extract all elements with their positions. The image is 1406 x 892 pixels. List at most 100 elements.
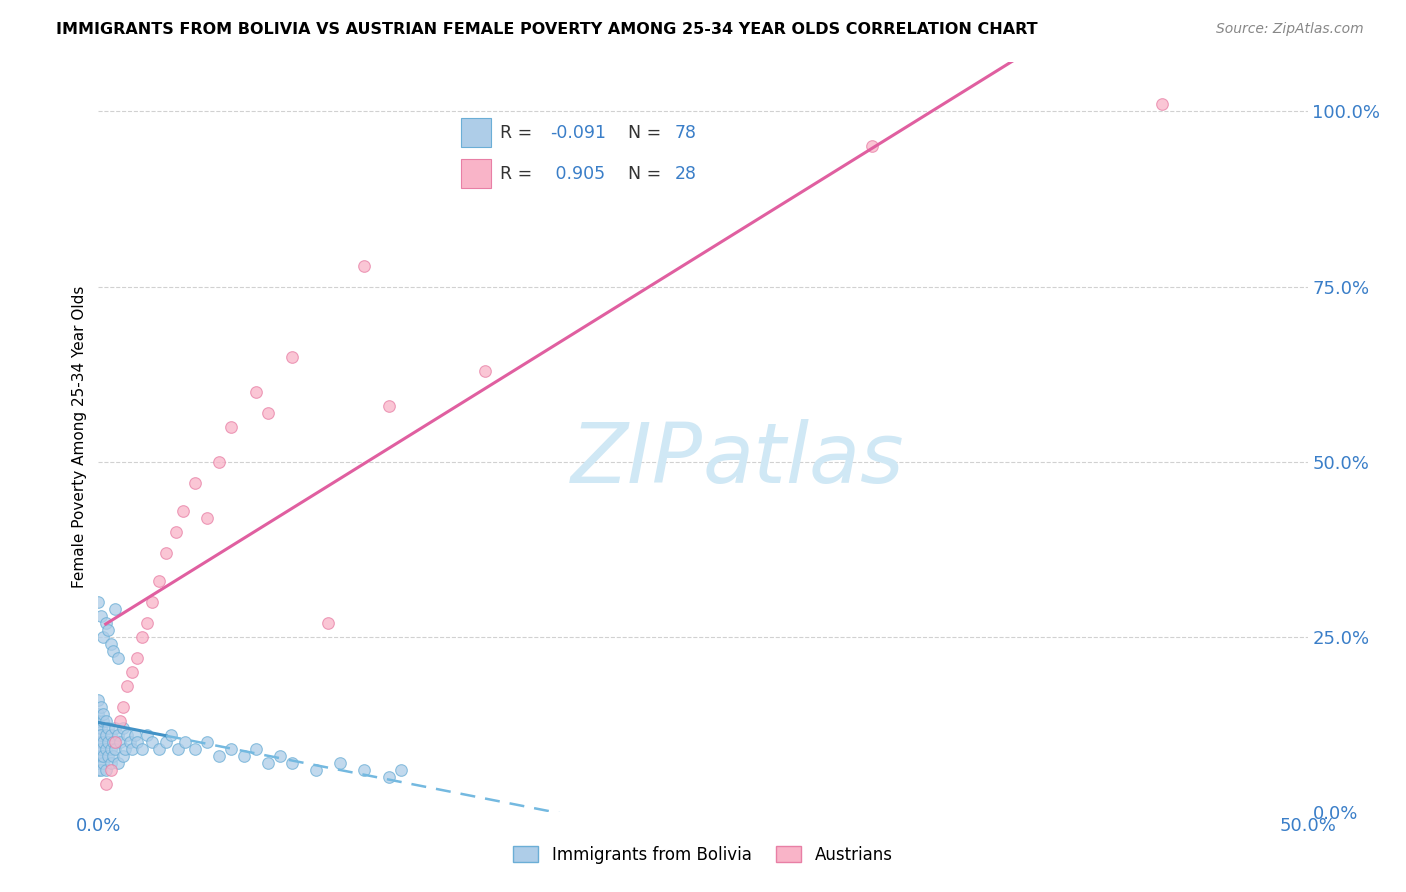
- Text: R =: R =: [499, 124, 537, 142]
- Point: [108, 734, 131, 748]
- Text: -0.091: -0.091: [550, 124, 606, 142]
- Point: [135, 728, 157, 742]
- Point: [208, 748, 231, 763]
- Point: [94, 728, 117, 742]
- Point: [97, 734, 120, 748]
- Point: [87, 741, 110, 756]
- Point: [104, 721, 127, 735]
- Point: [195, 734, 218, 748]
- Point: [90, 734, 112, 748]
- Point: [104, 741, 127, 756]
- Point: [100, 728, 122, 742]
- Point: [90, 748, 112, 763]
- Point: [474, 363, 496, 377]
- Point: [107, 756, 129, 770]
- Point: [94, 777, 117, 791]
- Point: [353, 763, 375, 777]
- Point: [117, 728, 139, 742]
- Point: [232, 748, 254, 763]
- Point: [269, 748, 291, 763]
- Point: [167, 741, 190, 756]
- Point: [111, 721, 134, 735]
- Point: [90, 721, 112, 735]
- Point: [91, 630, 114, 644]
- Point: [111, 748, 134, 763]
- Point: [97, 623, 120, 637]
- Point: [114, 741, 136, 756]
- Point: [353, 259, 375, 273]
- Point: [377, 399, 399, 413]
- Text: N =: N =: [627, 164, 666, 183]
- Point: [91, 734, 114, 748]
- Point: [155, 734, 177, 748]
- Point: [87, 594, 110, 608]
- Text: Source: ZipAtlas.com: Source: ZipAtlas.com: [1216, 22, 1364, 37]
- Bar: [461, 159, 491, 188]
- Text: ZIP: ZIP: [571, 419, 703, 500]
- Point: [281, 350, 304, 364]
- Point: [90, 728, 112, 742]
- Point: [245, 384, 267, 399]
- Point: [141, 594, 163, 608]
- Point: [87, 763, 110, 777]
- Point: [91, 748, 114, 763]
- Point: [174, 734, 197, 748]
- Point: [87, 721, 110, 735]
- Point: [245, 741, 267, 756]
- Point: [97, 721, 120, 735]
- Point: [221, 419, 243, 434]
- Point: [94, 615, 117, 630]
- Point: [111, 699, 134, 714]
- Point: [221, 741, 243, 756]
- Point: [97, 748, 120, 763]
- Point: [87, 748, 110, 763]
- Point: [256, 406, 278, 420]
- Point: [90, 699, 112, 714]
- Text: IMMIGRANTS FROM BOLIVIA VS AUSTRIAN FEMALE POVERTY AMONG 25-34 YEAR OLDS CORRELA: IMMIGRANTS FROM BOLIVIA VS AUSTRIAN FEMA…: [56, 22, 1038, 37]
- Legend: Immigrants from Bolivia, Austrians: Immigrants from Bolivia, Austrians: [506, 839, 900, 871]
- Point: [148, 574, 170, 588]
- Point: [127, 734, 149, 748]
- Point: [100, 637, 122, 651]
- Point: [107, 728, 129, 742]
- Text: R =: R =: [499, 164, 537, 183]
- Point: [90, 741, 112, 756]
- Text: atlas: atlas: [703, 419, 904, 500]
- Point: [87, 756, 110, 770]
- Point: [91, 756, 114, 770]
- Point: [87, 714, 110, 728]
- Point: [124, 728, 146, 742]
- Point: [172, 503, 194, 517]
- Point: [121, 665, 143, 679]
- Point: [91, 706, 114, 721]
- Point: [87, 728, 110, 742]
- Point: [377, 770, 399, 784]
- Point: [305, 763, 328, 777]
- Point: [94, 714, 117, 728]
- Point: [195, 510, 218, 524]
- Text: 78: 78: [675, 124, 697, 142]
- Point: [94, 741, 117, 756]
- Point: [160, 728, 183, 742]
- Point: [101, 643, 124, 657]
- Point: [860, 139, 883, 153]
- Point: [131, 630, 153, 644]
- Point: [100, 741, 122, 756]
- Point: [141, 734, 163, 748]
- Point: [100, 763, 122, 777]
- Point: [117, 679, 139, 693]
- Point: [100, 756, 122, 770]
- Point: [148, 741, 170, 756]
- Point: [101, 734, 124, 748]
- Point: [118, 734, 141, 748]
- Point: [90, 763, 112, 777]
- Point: [101, 748, 124, 763]
- Text: N =: N =: [627, 124, 666, 142]
- Point: [281, 756, 304, 770]
- Text: 0.905: 0.905: [550, 164, 605, 183]
- Point: [104, 734, 127, 748]
- Point: [165, 524, 187, 539]
- Point: [329, 756, 352, 770]
- Point: [91, 714, 114, 728]
- Point: [184, 475, 207, 490]
